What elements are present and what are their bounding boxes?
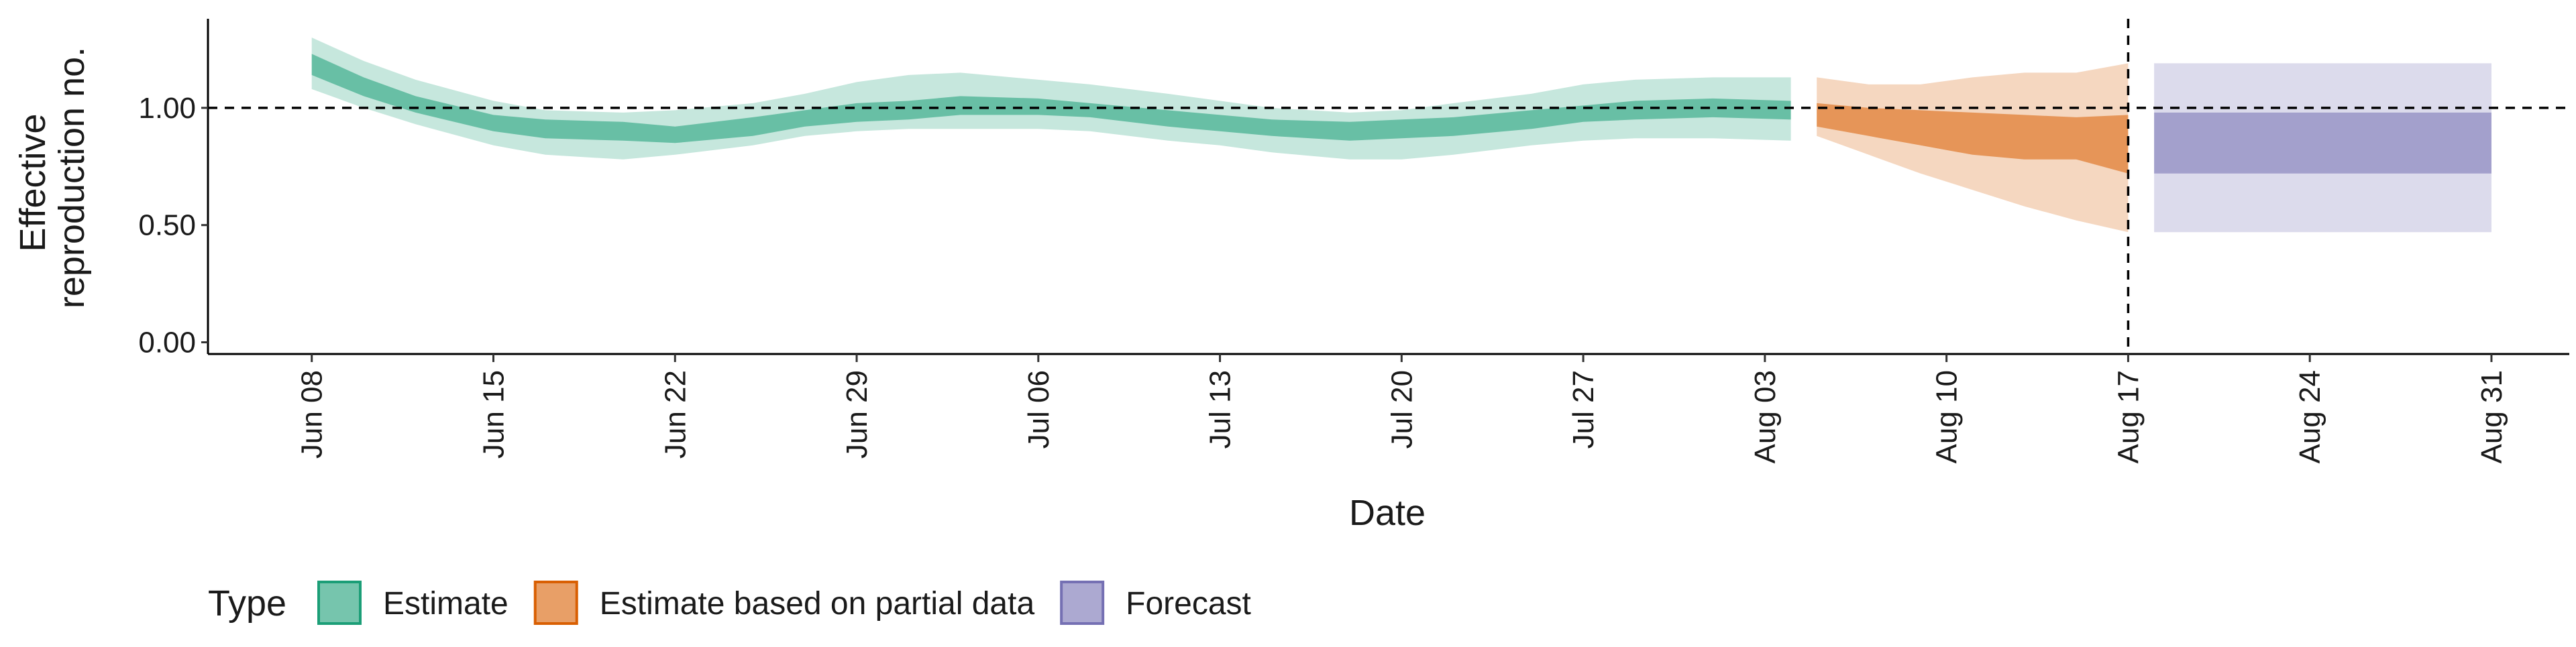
legend-swatch-estimate-based-on-partial-data	[533, 581, 578, 625]
x-tick-label: Jul 20	[1385, 370, 1418, 449]
y-ticks-layer: 0.00 0.50 1.00	[138, 92, 208, 359]
x-tick-label: Jul 13	[1204, 370, 1237, 449]
x-tick-label: Jun 08	[296, 370, 329, 459]
legend-item-estimate-based-on-partial-data: Estimate based on partial data	[533, 581, 1035, 625]
x-tick-label: Aug 31	[2475, 370, 2508, 463]
band-50-estimate	[311, 54, 1791, 143]
legend: Type Estimate Estimate based on partial da…	[208, 581, 1251, 625]
axes-layer	[207, 19, 2569, 355]
reference-lines-layer	[208, 19, 2569, 354]
x-tick-label: Jun 29	[841, 370, 873, 459]
bands-layer	[311, 38, 2491, 233]
legend-label-estimate: Estimate	[383, 586, 508, 622]
band-90-estimate	[311, 38, 1791, 160]
band-50-estimate-based-on-partial-data	[1817, 103, 2129, 174]
x-tick-label: Jun 15	[478, 370, 511, 459]
y-tick-label: 0.50	[138, 209, 196, 242]
x-tick-label: Jul 06	[1022, 370, 1055, 449]
legend-title: Type	[208, 583, 286, 624]
legend-label-forecast: Forecast	[1126, 586, 1251, 622]
legend-swatch-estimate	[317, 581, 362, 625]
x-tick-label: Aug 10	[1931, 370, 1964, 463]
legend-item-estimate: Estimate	[317, 581, 508, 625]
y-axis-title-line-1: Effective	[13, 113, 53, 251]
x-tick-label: Aug 24	[2294, 370, 2326, 463]
x-ticks-layer: Jun 08 Jun 15 Jun 22 Jun 29 Jul 06 Jul 13 Jul …	[296, 354, 2508, 463]
x-tick-label: Aug 03	[1749, 370, 1782, 463]
x-tick-label: Jul 27	[1567, 370, 1600, 449]
legend-swatch-forecast	[1060, 581, 1105, 625]
y-tick-label: 1.00	[138, 92, 196, 125]
legend-label-estimate-based-on-partial-data: Estimate based on partial data	[600, 586, 1035, 622]
x-axis-title: Date	[1349, 493, 1426, 533]
x-tick-label: Jun 22	[659, 370, 692, 459]
y-axis-title: Effective reproduction no.	[13, 47, 92, 308]
legend-item-forecast: Forecast	[1060, 581, 1251, 625]
band-50-forecast	[2154, 112, 2491, 174]
y-axis-title-line-2: reproduction no.	[52, 47, 92, 308]
y-tick-label: 0.00	[138, 327, 196, 359]
x-tick-label: Aug 17	[2112, 370, 2145, 463]
